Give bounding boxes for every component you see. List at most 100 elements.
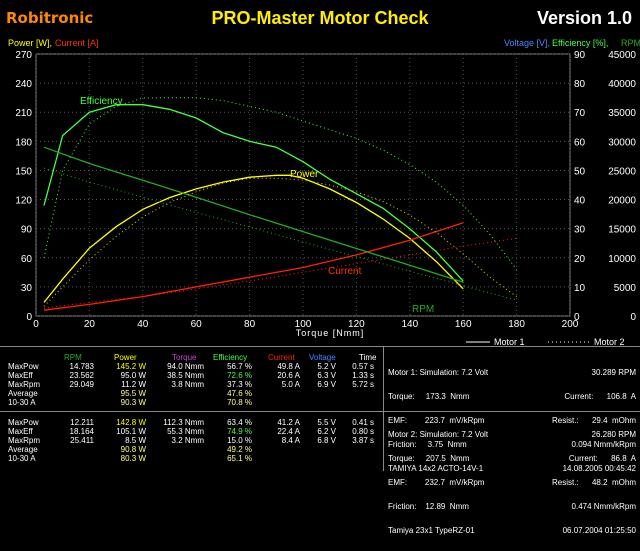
table-cell-label: MaxPow: [8, 362, 39, 371]
x-tick-label: 120: [348, 319, 365, 330]
x-axis-label: Torque [Nmm]: [296, 328, 365, 338]
legend-motor2: Motor 2: [594, 337, 625, 346]
table-cell-power: 95.0 W: [120, 371, 146, 380]
x-tick-label: 160: [455, 319, 472, 330]
motor2-rpm: 26.280 RPM: [591, 430, 636, 439]
series-power-motor2: [43, 177, 517, 307]
x-tick-label: 60: [191, 319, 203, 330]
table-cell-power: 95.5 W: [120, 389, 146, 398]
y-right-tick-label: 40000: [608, 79, 636, 90]
x-tick-label: 100: [295, 319, 312, 330]
y-left-tick-label: 270: [15, 50, 32, 61]
series-rpm-motor1: [43, 146, 464, 283]
y-mid-tick-label: 20: [574, 254, 586, 265]
table-cell-eff: 49.2 %: [227, 445, 252, 454]
motor1-current: Current: 106.8 A: [564, 392, 636, 401]
y-mid-tick-label: 40: [574, 196, 586, 207]
y-right-tick-label: 30000: [608, 137, 636, 148]
y-left-tick-label: 90: [21, 225, 33, 236]
table-cell-eff: 72.6 %: [227, 371, 252, 380]
table-header-efficiency: Efficiency: [213, 353, 248, 362]
x-tick-label: 200: [562, 319, 579, 330]
table-header-torque: Torque: [172, 353, 197, 362]
table-cell-label: MaxEff: [8, 371, 33, 380]
series-efficiency-motor1: [43, 104, 464, 282]
table-cell-voltage: 6.8 V: [317, 436, 336, 445]
table-cell-power: 8.5 W: [125, 436, 146, 445]
table-cell-label: Average: [8, 389, 38, 398]
table-cell-label: MaxRpm: [8, 436, 41, 445]
table-cell-label: MaxRpm: [8, 380, 41, 389]
table-cell-eff: 47.6 %: [227, 389, 252, 398]
legend-motor1: Motor 1: [494, 337, 525, 346]
y-left-tick-label: 120: [15, 196, 32, 207]
y-right-tick-label: 25000: [608, 166, 636, 177]
table-cell-time: 1.33 s: [352, 371, 374, 380]
y-left-tick-label: 180: [15, 137, 32, 148]
robitronic-logo: Robitronic: [6, 9, 94, 27]
table-cell-time: 5.72 s: [352, 380, 374, 389]
y-left-tick-label: 150: [15, 166, 32, 177]
table-cell-torque: 94.0 Nmm: [167, 362, 204, 371]
table-cell-power: 90.8 W: [120, 445, 146, 454]
annotation-current: Current: [328, 266, 362, 277]
x-tick-label: 40: [137, 319, 149, 330]
motor2-current: Current: 86.8 A: [568, 454, 636, 463]
motor2-info-right: 26.280 RPM Current: 86.8 A Resist.: 48.2…: [518, 415, 636, 551]
table-cell-power: 90.3 W: [120, 398, 146, 407]
table-cell-current: 20.6 A: [277, 371, 300, 380]
table-cell-rpm: 23.562: [69, 371, 94, 380]
y-mid-tick-label: 10: [574, 283, 586, 294]
y-mid-tick-label: 30: [574, 225, 586, 236]
table-cell-power: 105.1 W: [116, 427, 146, 436]
y-right-tick-label: 15000: [608, 225, 636, 236]
app-title: PRO-Master Motor Check: [211, 8, 429, 28]
annotation-rpm: RPM: [412, 304, 434, 315]
table-cell-power: 11.2 W: [121, 380, 146, 389]
series-power-motor1: [43, 174, 464, 303]
table-cell-label: MaxEff: [8, 427, 33, 436]
table-cell-label: 10-30 A: [8, 398, 36, 407]
table-cell-time: 0.41 s: [352, 418, 374, 427]
table-cell-torque: 3.2 Nmm: [171, 436, 204, 445]
table-cell-current: 49.8 A: [277, 362, 300, 371]
table-cell-power: 142.8 W: [116, 418, 146, 427]
y-left-tick-label: 0: [26, 312, 32, 323]
title-bar: Robitronic PRO-Master Motor Check Versio…: [0, 0, 640, 34]
table-cell-voltage: 5.2 V: [317, 362, 336, 371]
table-cell-label: Average: [8, 445, 38, 454]
y-left-tick-label: 210: [15, 108, 32, 119]
motor1-torque: Torque: 173.3 Nmm: [388, 392, 470, 401]
results-panel: RPM Power Torque Efficiency Current Voltage Ti…: [0, 346, 640, 535]
y-right-tick-label: 20000: [608, 196, 636, 207]
table-header-rpm: RPM: [64, 353, 82, 362]
y-left-tick-label: 240: [15, 79, 32, 90]
series-rpm-motor2: [43, 167, 517, 301]
y-mid-tick-label: 80: [574, 79, 586, 90]
version-label: Version 1.0: [536, 8, 632, 28]
table-cell-power: 80.3 W: [120, 454, 146, 463]
series-current-motor2: [43, 237, 517, 309]
series-efficiency-motor2: [43, 97, 517, 270]
table-header-power: Power: [114, 353, 137, 362]
table-cell-time: 0.80 s: [352, 427, 374, 436]
x-tick-label: 140: [401, 319, 418, 330]
motor1-name: TAMIYA 14x2 ACTO-14V-1: [388, 464, 484, 473]
table-cell-eff: 15.0 %: [227, 436, 252, 445]
table-cell-label: 10-30 A: [8, 454, 36, 463]
motor1-resist: Resist.: 29.4 mOhm: [551, 416, 636, 425]
table-header-current: Current: [268, 353, 295, 362]
y-mid-tick-label: 90: [574, 50, 586, 61]
table-cell-voltage: 6.3 V: [317, 371, 336, 380]
table-cell-time: 3.87 s: [352, 436, 374, 445]
y-mid-tick-label: 0: [574, 312, 580, 323]
x-tick-label: 0: [33, 319, 39, 330]
motor2-friction2: 0.474 Nmm/kRpm: [571, 502, 636, 511]
right-axis-label-eff: Efficiency [%],: [552, 38, 608, 48]
table-cell-current: 8.4 A: [281, 436, 300, 445]
x-tick-label: 20: [84, 319, 96, 330]
y-right-tick-label: 5000: [614, 283, 637, 294]
y-left-tick-label: 60: [21, 254, 33, 265]
motor1-friction: Friction: 3.75 Nmm: [388, 440, 467, 449]
table-cell-eff: 37.3 %: [227, 380, 252, 389]
